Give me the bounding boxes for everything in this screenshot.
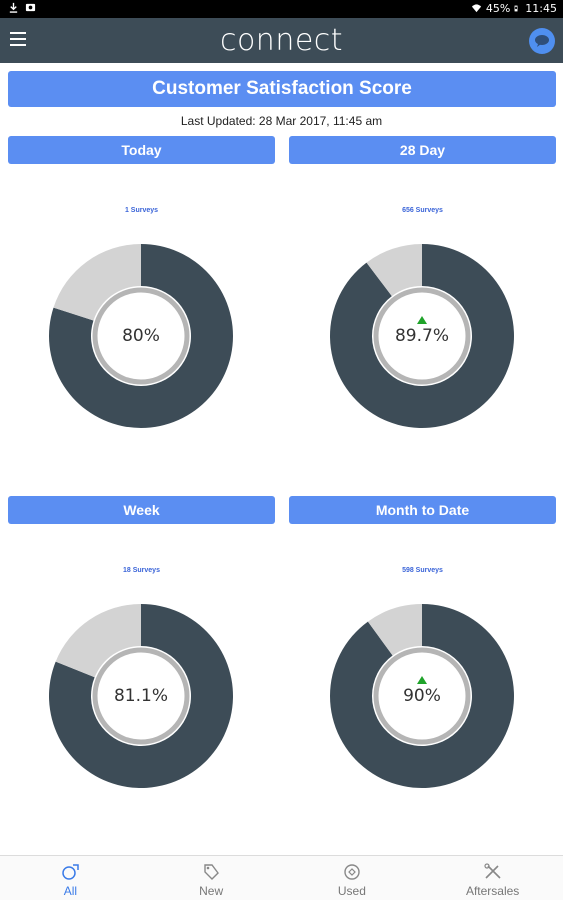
nav-item-aftersales[interactable]: Aftersales: [422, 856, 563, 900]
donut-remainder-segment: [53, 244, 141, 321]
donut-center: [92, 287, 190, 385]
wifi-icon: [471, 4, 481, 13]
battery-icon: [514, 5, 518, 12]
status-bar: 45% 11:45: [0, 0, 563, 18]
donut-score-segment: [330, 604, 514, 788]
score-label-week: 81.1%: [113, 686, 168, 706]
donut-center: [92, 647, 190, 745]
score-label-today: 80%: [122, 326, 160, 346]
panel-header-today: Today: [8, 136, 275, 164]
hamburger-menu-icon[interactable]: [10, 32, 26, 48]
donut-remainder-segment: [366, 244, 422, 297]
app-title: connect: [219, 23, 344, 58]
score-label-month-to-date: 90%: [403, 686, 441, 706]
nav-label-all: All: [63, 884, 78, 898]
all-icon: [62, 864, 80, 880]
nav-label-used: Used: [337, 884, 366, 898]
panel-header-month-to-date: Month to Date: [289, 496, 556, 524]
survey-count-month-to-date: 598 Surveys: [402, 567, 443, 574]
survey-count-28-day: 656 Surveys: [402, 207, 443, 214]
tools-icon: [484, 863, 501, 879]
image-notification-icon: [25, 3, 36, 12]
donut-remainder-segment: [55, 604, 141, 678]
donut-score-segment: [49, 244, 234, 428]
clock: 11:45: [525, 2, 557, 15]
donut-center: [373, 647, 471, 745]
donut-chart-today: [49, 244, 234, 428]
used-tag-icon: [344, 864, 360, 880]
donut-chart-week: [49, 604, 233, 788]
panel-header-28-day: 28 Day: [289, 136, 556, 164]
donut-remainder-segment: [367, 604, 422, 656]
donut-center: [373, 287, 471, 385]
trend-up-icon: [417, 316, 427, 324]
download-icon: [9, 2, 18, 13]
nav-item-used[interactable]: Used: [282, 856, 423, 900]
donut-score-segment: [330, 244, 514, 428]
donut-score-segment: [49, 604, 233, 788]
battery-percent: 45%: [485, 2, 511, 15]
app-bar: connect: [0, 18, 563, 63]
donut-chart-month-to-date: [330, 604, 514, 788]
nav-item-new[interactable]: New: [141, 856, 282, 900]
trend-up-icon: [417, 676, 427, 684]
survey-count-today: 1 Surveys: [124, 207, 159, 214]
nav-label-new: New: [199, 884, 224, 898]
nav-item-all[interactable]: All: [0, 856, 141, 900]
bottom-navigation: All New Used Aftersales: [0, 855, 563, 900]
survey-count-week: 18 Surveys: [123, 567, 160, 574]
score-label-28-day: 89.7%: [394, 326, 449, 346]
tag-icon: [204, 864, 220, 880]
chat-bubble-icon[interactable]: [529, 28, 555, 54]
donut-chart-28-day: [330, 244, 514, 428]
panel-header-week: Week: [8, 496, 275, 524]
last-updated-text: Last Updated: 28 Mar 2017, 11:45 am: [180, 114, 383, 128]
page-title: Customer Satisfaction Score: [8, 71, 556, 107]
nav-label-aftersales: Aftersales: [465, 884, 520, 898]
